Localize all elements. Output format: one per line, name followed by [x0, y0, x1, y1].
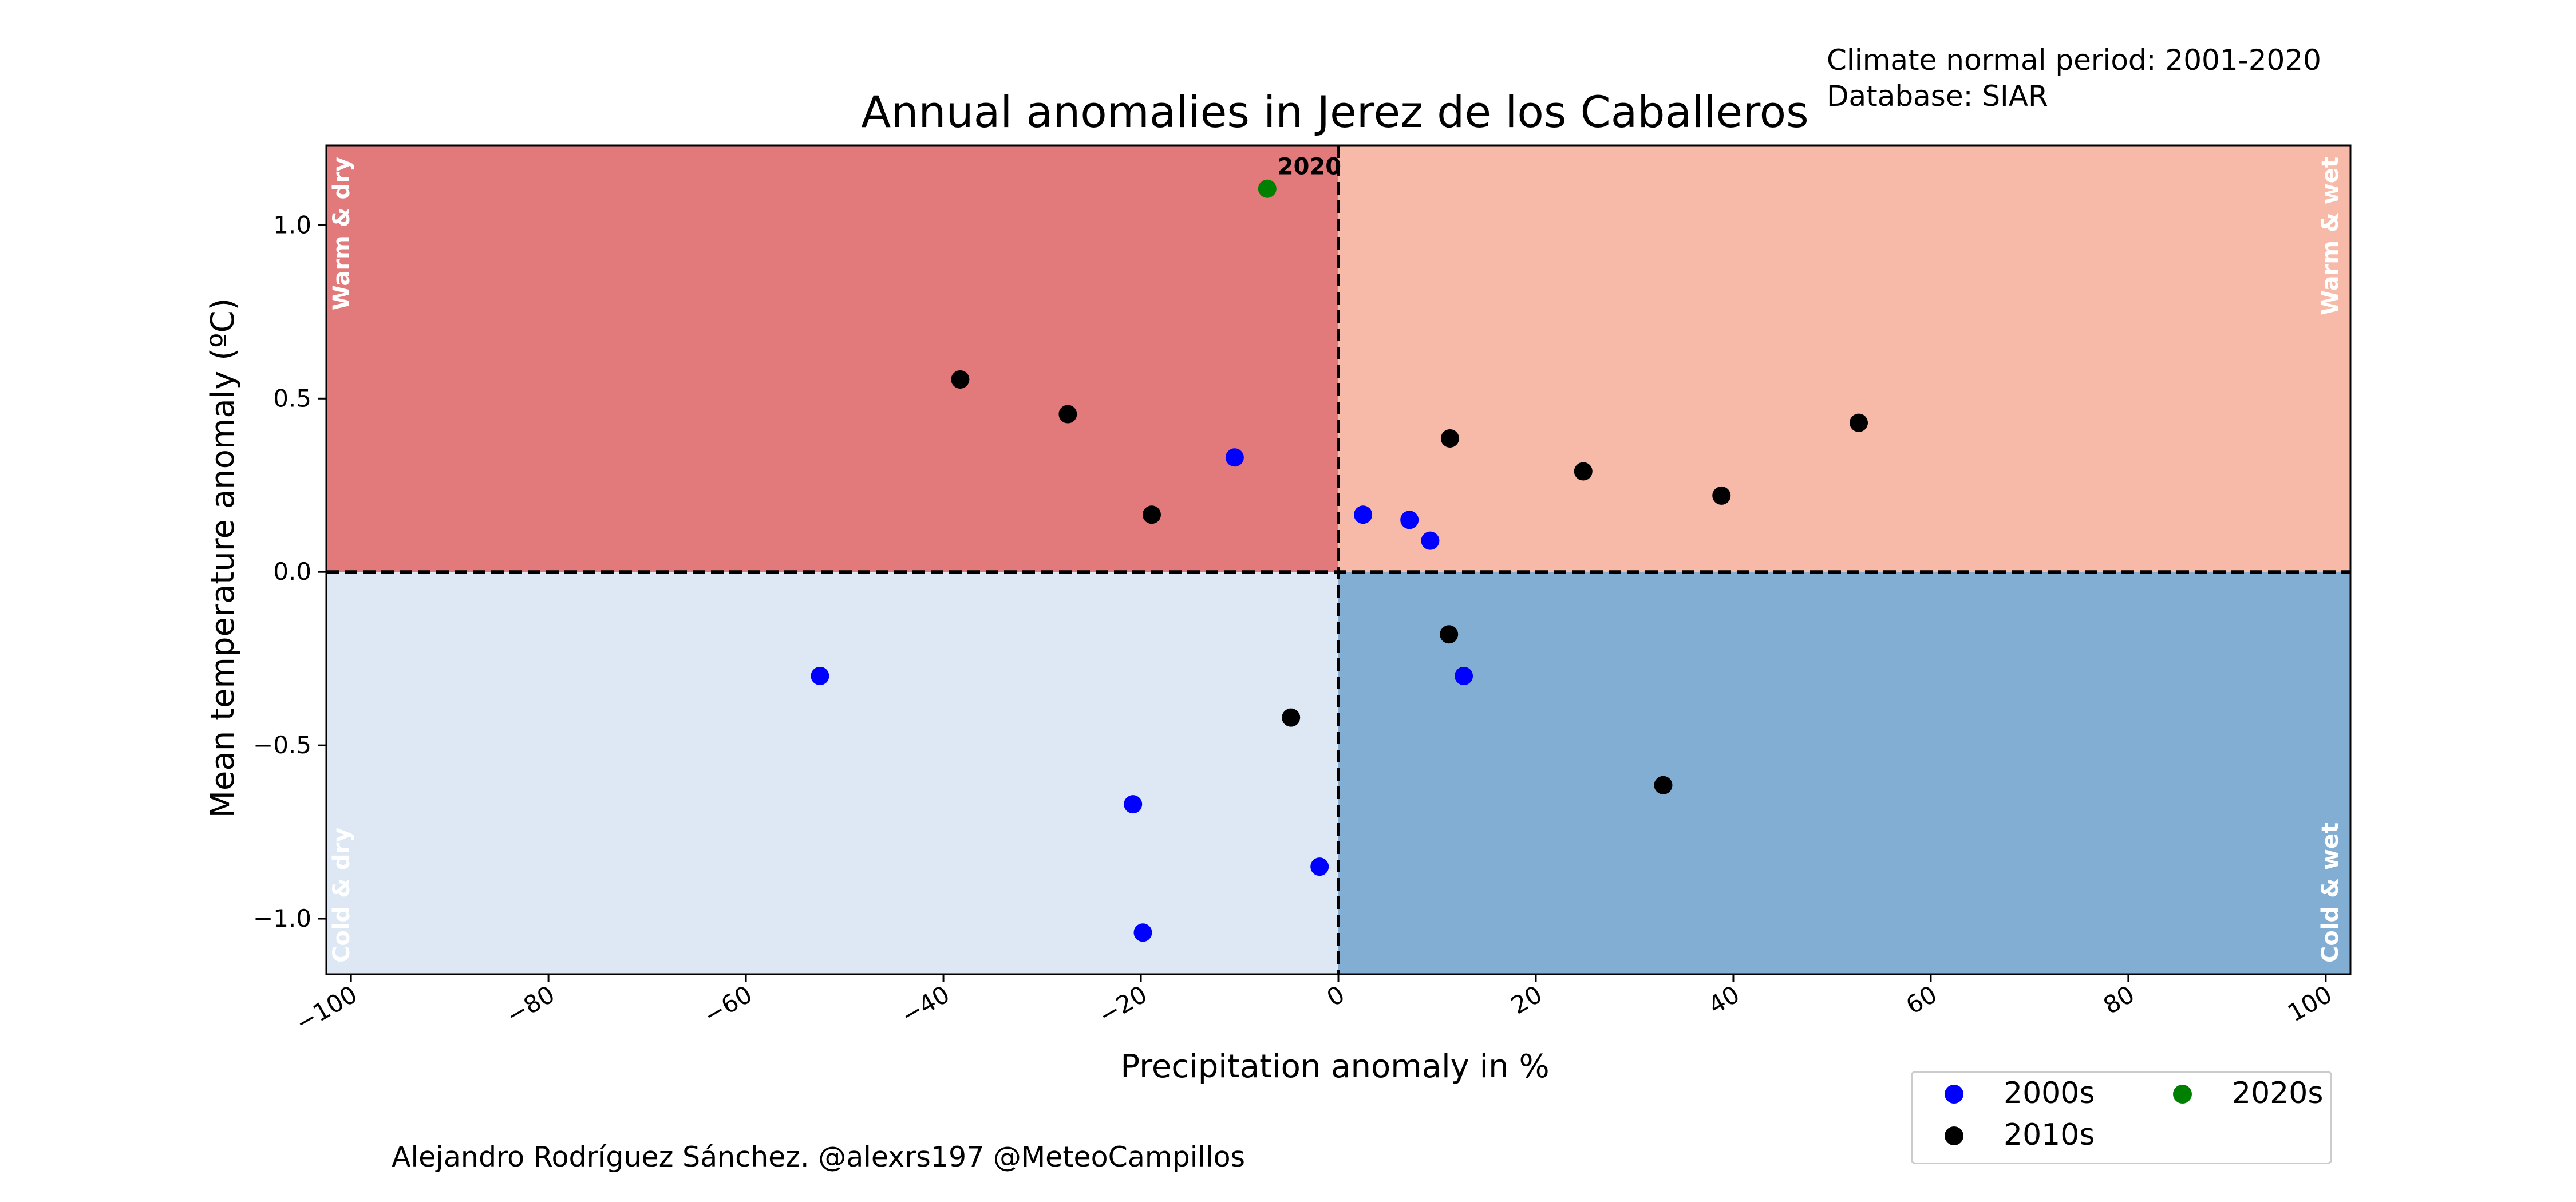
quadrant-warm-wet: [1338, 145, 2350, 572]
x-tick-label: 40: [1704, 980, 1744, 1019]
point-2000s-1: [1354, 505, 1373, 524]
point-2010s-9: [1654, 776, 1673, 794]
point-2000s-2: [1400, 511, 1419, 529]
climate-normal-note: Climate normal period: 2001-2020: [1827, 44, 2321, 77]
y-tick-label: 0.0: [273, 557, 311, 586]
point-2000s-4: [811, 666, 829, 685]
x-tick-label: 80: [2099, 980, 2139, 1019]
quadrant-labels-layer: Warm & dry Warm & wet Cold & dry Cold & wet: [329, 157, 2344, 963]
x-tick-label: 100: [2283, 980, 2337, 1027]
point-2010s-6: [1850, 413, 1868, 432]
point-2010s-2: [1142, 505, 1161, 524]
quadrant-warm-dry: [326, 145, 1338, 572]
point-2010s-1: [1058, 405, 1077, 424]
database-note: Database: SIAR: [1827, 80, 2048, 113]
chart-title: Annual anomalies in Jerez de los Caballe…: [861, 86, 1809, 137]
x-tick-label: −80: [501, 980, 559, 1030]
quadrant-label-warm-wet: Warm & wet: [2317, 157, 2344, 315]
author-credit: Alejandro Rodríguez Sánchez. @alexrs197 …: [392, 1141, 1246, 1173]
point-2000s-7: [1310, 857, 1329, 876]
points-layer: 2020: [811, 154, 1868, 942]
x-tick-label: −40: [896, 980, 954, 1030]
point-2020s-0: [1258, 179, 1277, 198]
quadrants-layer: [326, 145, 2350, 974]
quadrant-cold-wet: [1338, 572, 2350, 974]
x-tick-label: 20: [1506, 980, 1547, 1019]
quadrant-label-cold-wet: Cold & wet: [2317, 823, 2344, 963]
point-2010s-5: [1712, 486, 1731, 505]
zero-lines: [326, 145, 2350, 974]
x-tick-label: 60: [1901, 980, 1942, 1019]
point-2010s-8: [1282, 708, 1301, 727]
x-tick-label: 0: [1322, 980, 1349, 1012]
legend-label-2010s: 2010s: [2004, 1118, 2095, 1152]
point-2010s-4: [1574, 462, 1593, 481]
x-tick-label: −20: [1094, 980, 1152, 1030]
legend-marker-2000s: [1945, 1085, 1963, 1104]
point-2000s-5: [1455, 666, 1473, 685]
point-2000s-8: [1133, 923, 1152, 942]
y-tick-label: −1.0: [253, 904, 311, 932]
y-tick-label: 0.5: [273, 384, 311, 412]
point-2010s-7: [1440, 625, 1459, 644]
point-2010s-3: [1440, 429, 1459, 448]
point-2000s-3: [1421, 531, 1440, 550]
point-label-2020: 2020: [1278, 154, 1341, 180]
quadrant-cold-dry: [326, 572, 1338, 974]
legend-marker-2010s: [1945, 1126, 1963, 1145]
y-tick-label: 1.0: [273, 211, 311, 239]
x-axis-label: Precipitation anomaly in %: [1120, 1048, 1549, 1085]
x-tick-label: −60: [699, 980, 757, 1030]
legend-label-2020s: 2020s: [2232, 1076, 2324, 1110]
legend-marker-2020s: [2173, 1085, 2192, 1104]
legend-label-2000s: 2000s: [2004, 1076, 2095, 1110]
point-2000s-6: [1124, 795, 1143, 814]
y-axis-label: Mean temperature anomaly (ºC): [204, 298, 242, 819]
point-2000s-0: [1225, 448, 1244, 467]
x-tick-label: −100: [291, 980, 362, 1037]
y-tick-label: −0.5: [253, 731, 311, 759]
point-2010s-0: [951, 370, 970, 389]
quadrant-label-cold-dry: Cold & dry: [329, 828, 355, 963]
quadrant-label-warm-dry: Warm & dry: [329, 157, 355, 310]
legend: 2000s 2010s 2020s: [1911, 1071, 2332, 1164]
